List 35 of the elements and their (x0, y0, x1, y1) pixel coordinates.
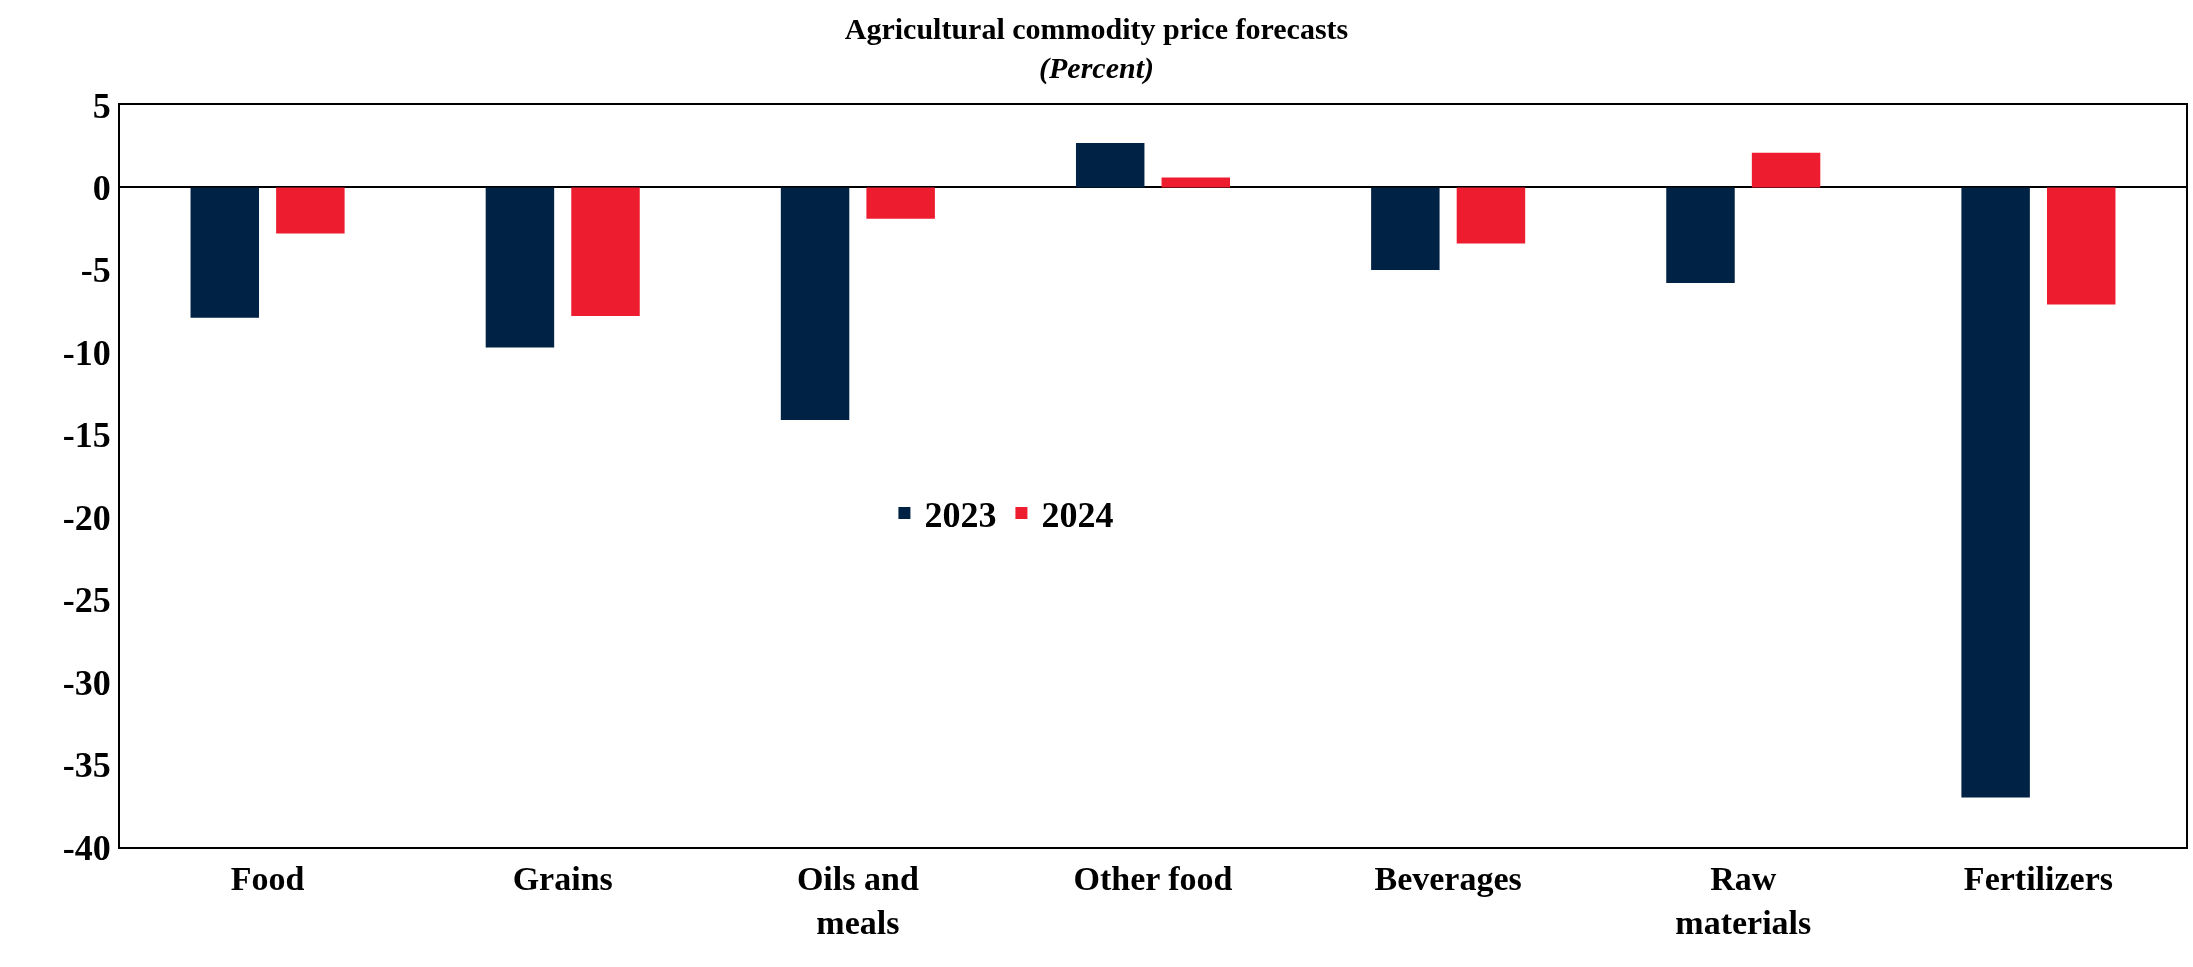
x-tick-label: Grains (512, 859, 613, 897)
y-tick-label: -25 (62, 580, 111, 621)
x-tick-label: Oils and meals (796, 859, 919, 941)
bar (190, 187, 260, 318)
chart-title: Agricultural commodity price forecasts (844, 11, 1349, 45)
y-tick-label: -20 (62, 497, 111, 538)
legend-label: 2024 (1041, 495, 1114, 536)
y-tick-label: -35 (62, 745, 111, 786)
bar (1161, 177, 1231, 188)
bar (571, 187, 640, 317)
bar (780, 187, 850, 420)
bar (485, 187, 555, 348)
y-tick-label: -10 (62, 332, 111, 373)
bar (1751, 152, 1821, 188)
bar (866, 187, 935, 219)
y-tick-label: 0 (92, 168, 111, 209)
bar (1371, 187, 1440, 270)
bar (1961, 187, 2030, 798)
y-tick-label: -15 (62, 415, 111, 456)
y-tick-label: -30 (62, 662, 111, 703)
chart-subtitle: (Percent) (1039, 50, 1154, 85)
legend-label: 2023 (924, 495, 997, 536)
x-tick-label: Beverages (1374, 859, 1522, 897)
x-tick-label: Raw materials (1675, 859, 1812, 941)
x-tick-label: Other food (1073, 859, 1233, 897)
bar (1456, 187, 1526, 244)
x-tick-label: Food (230, 859, 305, 897)
bar (2046, 187, 2116, 305)
y-tick-label: -5 (80, 250, 111, 291)
x-tick-label: Fertilizers (1963, 859, 2113, 897)
bar (276, 187, 345, 234)
y-tick-label: 5 (92, 85, 111, 126)
bar (1666, 187, 1735, 284)
y-tick-label: -40 (62, 827, 111, 868)
bar (1075, 142, 1145, 188)
